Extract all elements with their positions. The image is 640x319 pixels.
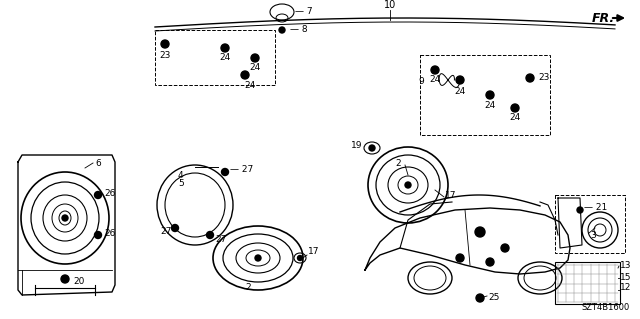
Ellipse shape	[241, 71, 249, 79]
Ellipse shape	[95, 191, 102, 198]
Ellipse shape	[476, 294, 484, 302]
Ellipse shape	[511, 104, 519, 112]
Text: 17: 17	[308, 248, 319, 256]
Ellipse shape	[475, 227, 485, 237]
Ellipse shape	[526, 74, 534, 82]
Text: 2: 2	[245, 284, 251, 293]
Text: 5: 5	[178, 180, 184, 189]
Text: 27: 27	[215, 235, 227, 244]
Ellipse shape	[207, 232, 214, 239]
Text: 26: 26	[104, 189, 115, 197]
Text: 24: 24	[509, 114, 520, 122]
Ellipse shape	[255, 255, 261, 261]
Ellipse shape	[251, 54, 259, 62]
Bar	[555, 195, 625, 253]
Text: 19: 19	[351, 140, 362, 150]
Ellipse shape	[221, 44, 229, 52]
Text: 23: 23	[538, 73, 549, 83]
Text: 24: 24	[244, 80, 255, 90]
Text: 10: 10	[384, 0, 396, 10]
Ellipse shape	[62, 215, 68, 221]
Ellipse shape	[405, 182, 411, 188]
Text: 2: 2	[395, 159, 401, 167]
Text: 3: 3	[590, 231, 596, 240]
Text: 24: 24	[220, 54, 230, 63]
Ellipse shape	[172, 225, 179, 232]
Text: 4: 4	[178, 172, 184, 181]
Text: 24: 24	[429, 76, 440, 85]
Ellipse shape	[456, 254, 464, 262]
Text: 9: 9	[418, 78, 424, 86]
Text: FR.: FR.	[592, 12, 615, 25]
Text: 26: 26	[104, 228, 115, 238]
Ellipse shape	[221, 168, 228, 175]
Ellipse shape	[577, 207, 583, 213]
Text: — 7: — 7	[295, 8, 312, 17]
Text: 24: 24	[454, 87, 466, 97]
Ellipse shape	[279, 27, 285, 33]
Ellipse shape	[61, 275, 69, 283]
Ellipse shape	[161, 40, 169, 48]
Ellipse shape	[369, 145, 375, 151]
Text: 24: 24	[250, 63, 260, 72]
Bar	[155, 30, 275, 85]
Text: 17: 17	[445, 190, 456, 199]
Text: 27: 27	[160, 227, 172, 236]
Text: 20: 20	[73, 278, 84, 286]
Ellipse shape	[95, 232, 102, 239]
Text: 23: 23	[159, 50, 171, 60]
Ellipse shape	[431, 66, 439, 74]
Text: SZT4B1600: SZT4B1600	[582, 303, 630, 312]
Text: 25: 25	[488, 293, 499, 302]
Text: — 27: — 27	[230, 166, 253, 174]
Text: — 21: — 21	[584, 204, 607, 212]
Text: 24: 24	[484, 100, 495, 109]
Text: — 8: — 8	[290, 26, 308, 34]
Text: 15: 15	[620, 272, 632, 281]
Ellipse shape	[486, 258, 494, 266]
Bar	[555, 262, 620, 304]
Ellipse shape	[501, 244, 509, 252]
Ellipse shape	[298, 256, 303, 261]
Bar	[420, 55, 550, 135]
Text: 6: 6	[95, 159, 100, 167]
Ellipse shape	[456, 76, 464, 84]
Text: 12: 12	[620, 284, 632, 293]
Text: 13: 13	[620, 261, 632, 270]
Ellipse shape	[486, 91, 494, 99]
